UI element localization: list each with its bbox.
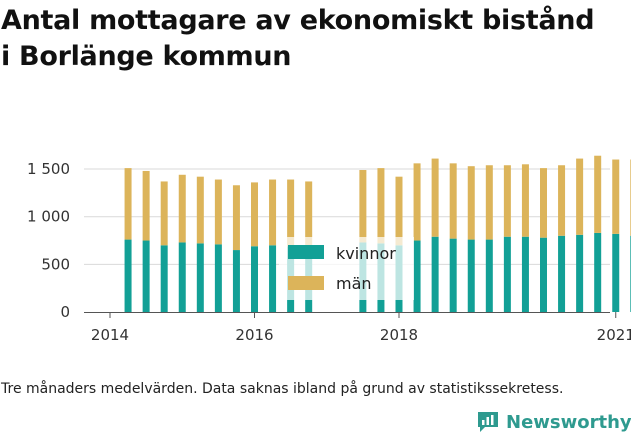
bar-kvinnor xyxy=(485,239,493,312)
bar-kvinnor xyxy=(142,240,150,312)
bar-kvinnor xyxy=(160,245,168,312)
bar-man xyxy=(178,174,186,243)
y-tick-label: 500 xyxy=(41,255,70,273)
bar-man xyxy=(142,170,150,241)
bar-kvinnor xyxy=(467,239,475,312)
bar-man xyxy=(503,165,511,237)
newsworthy-logo-text: Newsworthy xyxy=(506,411,631,433)
bar-kvinnor xyxy=(449,238,457,312)
bar-man xyxy=(576,158,584,235)
y-tick-label: 0 xyxy=(60,303,70,321)
bar-man xyxy=(269,179,277,246)
chart-title-line-1: Antal mottagare av ekonomiskt bistånd xyxy=(1,5,595,36)
legend-label-man: män xyxy=(336,274,372,293)
bar-kvinnor xyxy=(232,250,240,312)
bar-man xyxy=(124,168,132,240)
bar-kvinnor xyxy=(431,236,439,312)
newsworthy-logo-icon xyxy=(478,412,498,432)
bar-kvinnor xyxy=(196,243,204,312)
bar-kvinnor xyxy=(214,244,222,312)
bar-man xyxy=(558,165,566,236)
legend: kvinnor män xyxy=(279,237,414,300)
x-tick-label: 2018 xyxy=(380,326,418,344)
bar-kvinnor xyxy=(269,245,277,312)
bar-kvinnor xyxy=(558,235,566,312)
bar-man xyxy=(251,182,258,247)
bar-man xyxy=(196,176,204,244)
bar-man xyxy=(612,159,620,234)
x-tick-label: 2014 xyxy=(91,326,129,344)
bar-man xyxy=(449,163,457,239)
bar-kvinnor xyxy=(503,236,511,312)
bar-kvinnor xyxy=(540,237,547,312)
bar-man xyxy=(287,179,295,247)
bar-kvinnor xyxy=(594,232,602,312)
bar-man xyxy=(413,163,421,241)
newsworthy-logo[interactable]: Newsworthy xyxy=(476,407,631,437)
bar-man xyxy=(540,168,547,238)
x-tick-label: 2021 xyxy=(597,326,631,344)
bar-man xyxy=(160,181,168,246)
bar-man xyxy=(594,155,602,233)
bar-man xyxy=(395,176,403,246)
bar-man xyxy=(232,185,240,251)
bar-man xyxy=(214,179,222,245)
bar-man xyxy=(377,168,385,244)
bar-kvinnor xyxy=(124,239,132,312)
bar-kvinnor xyxy=(576,234,584,312)
bar-man xyxy=(467,166,475,240)
bar-man xyxy=(485,165,493,240)
chart-title-line-2: i Borlänge kommun xyxy=(1,41,292,72)
bar-kvinnor xyxy=(521,236,529,312)
legend-label-kvinnor: kvinnor xyxy=(336,244,396,263)
legend-swatch-man xyxy=(288,276,324,290)
x-axis: 201420162018202120232025 xyxy=(84,312,631,344)
bar-kvinnor xyxy=(413,240,421,312)
bar-man xyxy=(431,158,439,237)
bar-man xyxy=(359,170,367,243)
bars xyxy=(124,155,631,312)
legend-swatch-kvinnor xyxy=(288,245,324,259)
x-tick-label: 2016 xyxy=(235,326,273,344)
bar-man xyxy=(521,164,529,237)
y-tick-label: 1 000 xyxy=(27,208,70,226)
bar-kvinnor xyxy=(251,246,258,312)
bar-man xyxy=(305,181,313,247)
bar-kvinnor xyxy=(178,242,186,312)
chart-title: Antal mottagare av ekonomiskt bistånd i … xyxy=(1,3,629,75)
y-tick-label: 1 500 xyxy=(27,160,70,178)
y-axis-labels: 0 500 1 000 1 500 xyxy=(27,160,70,321)
chart-caption: Tre månaders medelvärden. Data saknas ib… xyxy=(1,381,564,397)
bar-kvinnor xyxy=(612,233,620,312)
